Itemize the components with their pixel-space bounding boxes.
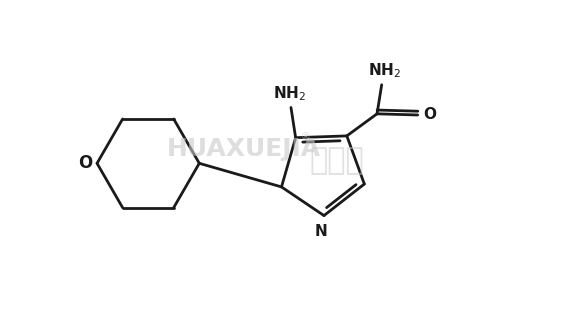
Text: NH$_2$: NH$_2$ — [273, 84, 306, 103]
Text: HUAXUEJIA: HUAXUEJIA — [167, 137, 321, 161]
Text: O: O — [424, 107, 436, 123]
Text: N: N — [315, 224, 328, 239]
Text: O: O — [78, 154, 92, 172]
Text: NH$_2$: NH$_2$ — [368, 61, 401, 80]
Text: 化学加: 化学加 — [310, 146, 364, 175]
Text: ®: ® — [300, 132, 310, 142]
